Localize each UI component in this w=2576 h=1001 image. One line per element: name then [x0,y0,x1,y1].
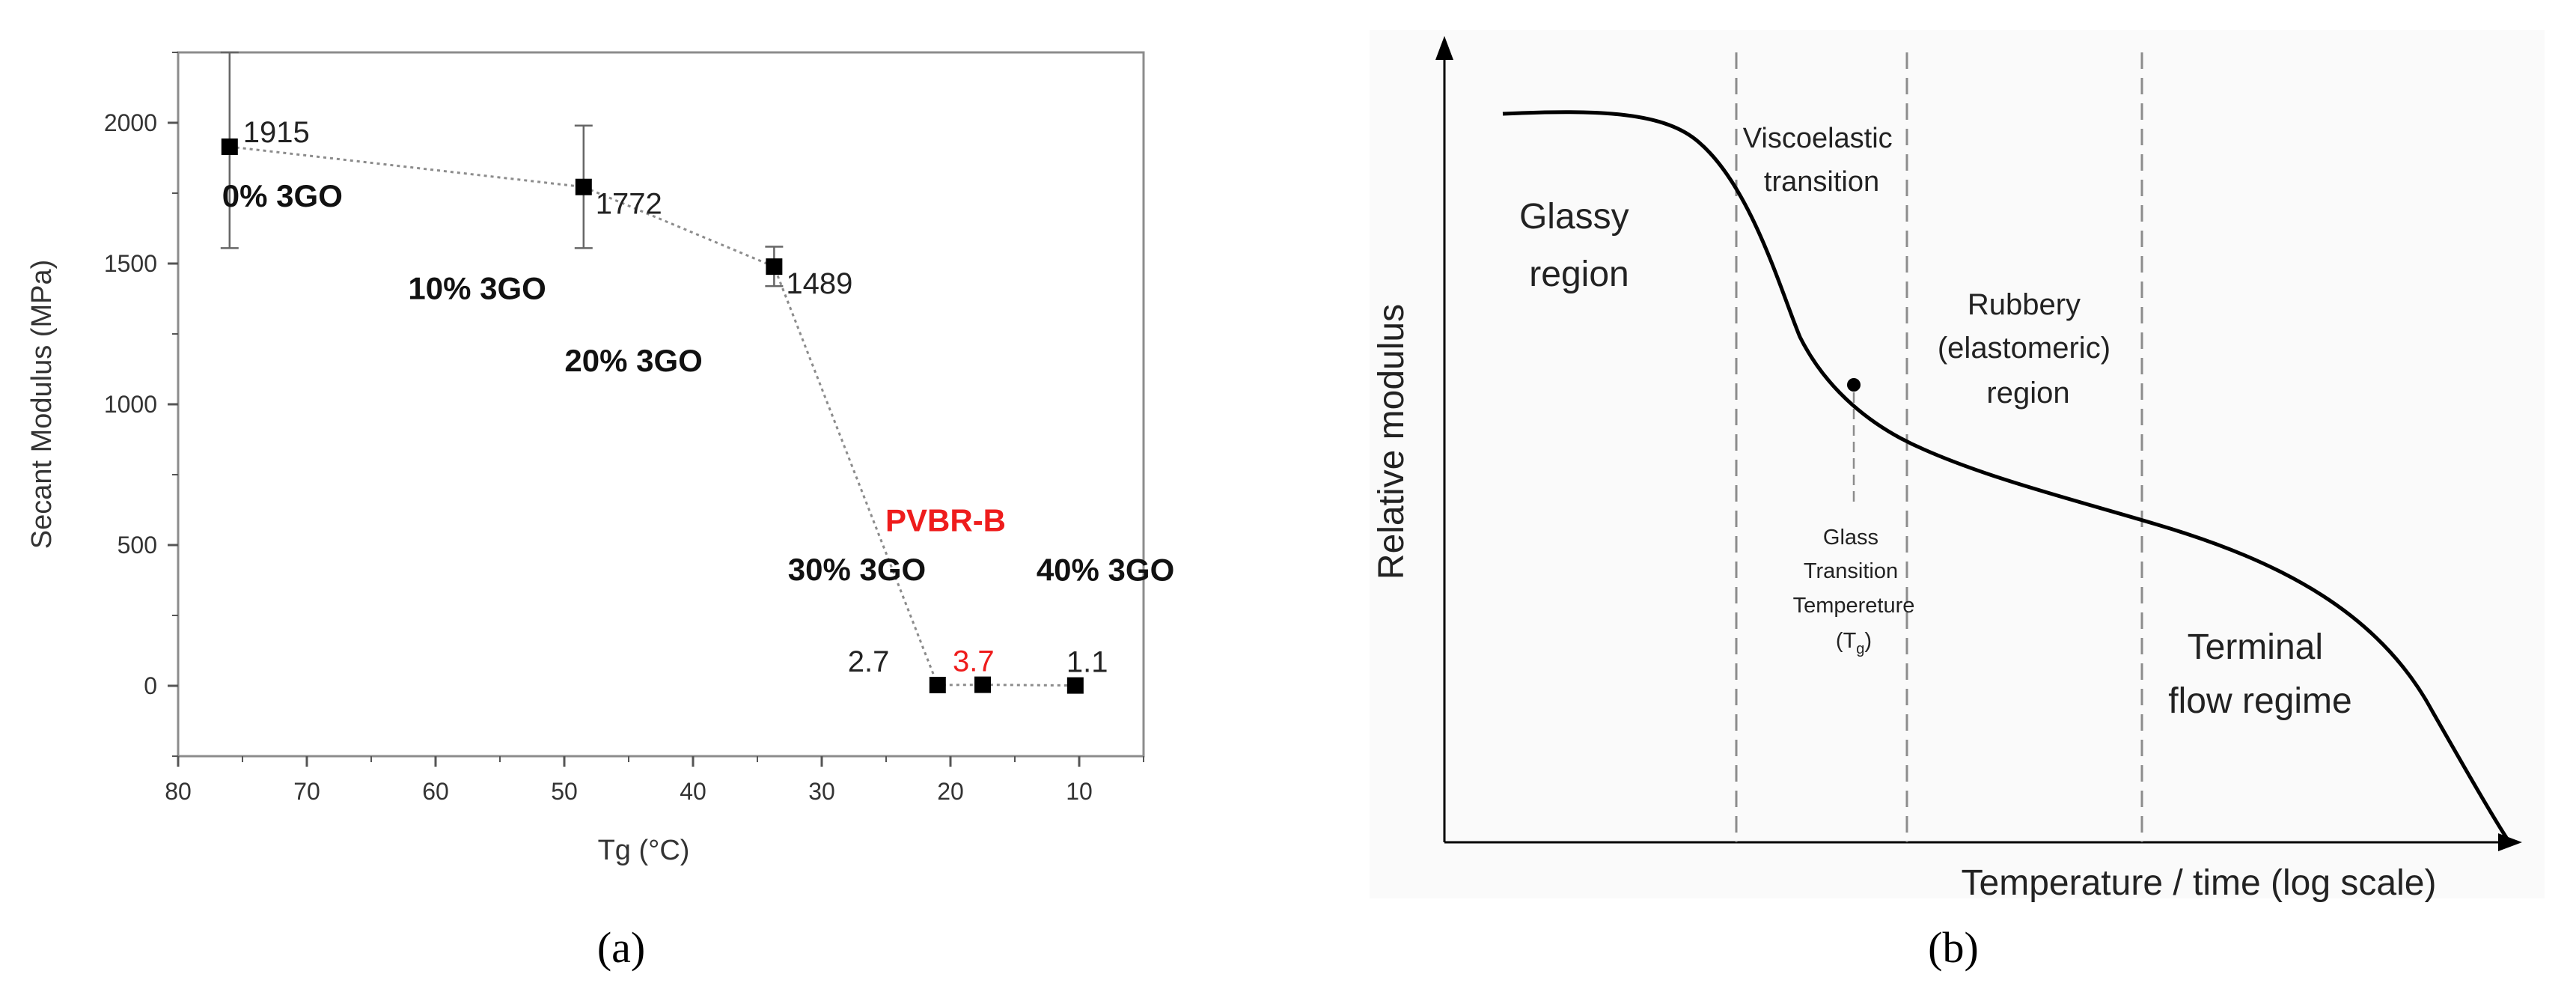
y-tick-label: 1000 [104,391,157,418]
sample-label: PVBR-B [885,503,1006,538]
data-point [575,178,592,195]
tg-symbol-close: ) [1864,629,1872,653]
panel-b-caption: (b) [1928,923,1979,972]
data-points [221,138,1084,694]
sample-label: 0% 3GO [222,178,343,213]
sample-label: 20% 3GO [564,343,702,378]
region-glassy-line2: region [1529,255,1629,294]
panel-a-caption: (a) [597,923,645,972]
value-label: 1.1 [1066,646,1108,679]
tg-symbol: (Tg) [1836,629,1872,657]
x-tick-label: 60 [422,778,449,805]
tg-annotation-line3: Tempereture [1793,594,1915,618]
x-tick-label: 50 [551,778,578,805]
tg-symbol-base: (T [1836,629,1857,653]
region-terminal-line2: flow regime [2168,681,2351,721]
x-tick-label: 80 [165,778,192,805]
x-axis-label: Temperature / time (log scale) [1962,863,2437,903]
y-axis-label: Relative modulus [1372,304,1411,579]
x-tick-label: 30 [808,778,835,805]
y-tick-label: 500 [117,532,157,559]
x-tick-label: 40 [680,778,706,805]
region-rubbery-line1: Rubbery [1968,288,2081,321]
value-label: 1915 [243,116,310,149]
region-glassy-line1: Glassy [1519,197,1629,237]
plot-frame [177,51,1145,758]
sample-label: 10% 3GO [408,271,546,306]
panel-a-chart: 80 70 60 50 40 30 20 10 0 500 1000 1500 2000 1915 177… [26,51,1174,972]
connector-line [229,145,1075,687]
error-bars [220,51,784,287]
connector-polyline [229,145,1075,687]
x-tick-label: 70 [293,778,320,805]
y-tick-label: 2000 [104,109,157,136]
x-tick-label: 10 [1066,778,1093,805]
tg-annotation: Glass Transition Tempereture [1793,526,1915,618]
value-label: 1772 [596,188,662,221]
region-rubbery: Rubbery (elastomeric) region [1938,288,2119,410]
sample-label: 40% 3GO [1037,553,1174,588]
tg-point [1847,378,1861,392]
modulus-curve [1502,110,2512,844]
data-point [974,676,991,693]
region-viscoelastic: Viscoelastic transition [1743,123,1901,198]
value-label: 3.7 [953,645,995,678]
y-tick-label: 0 [144,672,157,699]
value-label: 1489 [786,267,852,300]
region-rubbery-line3: region [1986,377,2069,410]
tg-annotation-line1: Glass [1823,526,1878,550]
sample-label: 30% 3GO [788,552,926,587]
x-tick-label: 20 [937,778,964,805]
value-label: 2.7 [848,645,890,678]
panel-b-diagram: Glassy region Viscoelastic transition Ru… [1370,30,2545,972]
tg-symbol-subscript: g [1856,641,1864,657]
data-point [221,138,238,155]
tick-marks [168,52,1144,767]
y-axis-label: Secant Modulus (MPa) [26,260,58,550]
region-glassy: Glassy region [1519,197,1639,294]
x-axis-label: Tg (°C) [598,835,690,866]
tick-labels: 80 70 60 50 40 30 20 10 0 500 1000 1500 2000 [104,109,1093,805]
region-viscoelastic-line2: transition [1764,166,1879,198]
region-terminal: Terminal flow regime [2168,627,2351,721]
sample-labels: 0% 3GO 10% 3GO 20% 3GO 30% 3GO PVBR-B 40% 3GO [222,178,1174,588]
region-rubbery-line2: (elastomeric) [1938,332,2110,365]
data-point [766,258,783,276]
data-point [929,676,946,693]
y-tick-label: 1500 [104,250,157,277]
tg-annotation-line2: Transition [1804,559,1898,583]
x-axis-arrowhead [2498,833,2522,851]
y-axis-arrowhead [1435,36,1453,60]
region-terminal-line1: Terminal [2188,627,2323,667]
region-viscoelastic-line1: Viscoelastic [1743,123,1893,154]
data-point [1066,677,1084,694]
value-labels: 1915 1772 1489 2.7 3.7 1.1 [243,116,1108,679]
